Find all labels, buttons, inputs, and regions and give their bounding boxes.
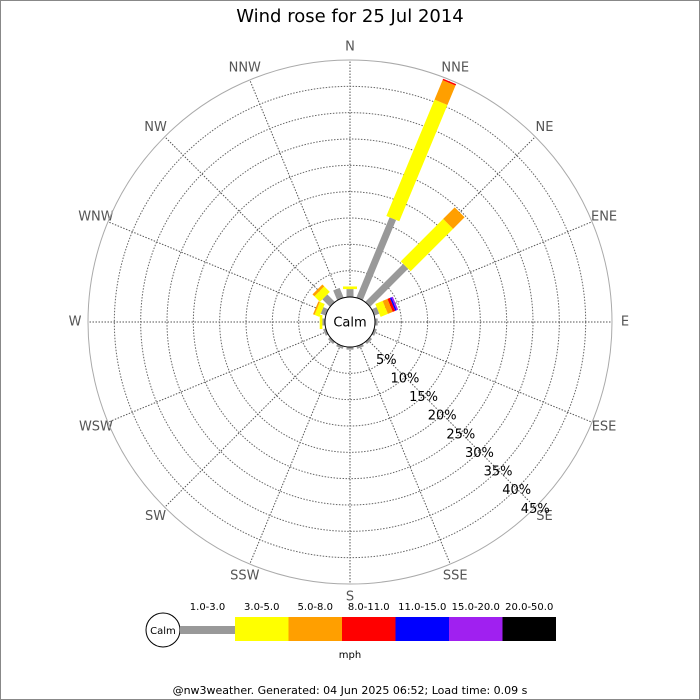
bar-segment [371, 328, 377, 336]
bar-segment [382, 298, 393, 314]
ring [219, 191, 481, 453]
calm-circle [324, 296, 376, 348]
direction-label: NNW [229, 60, 261, 75]
direction-label: SE [536, 509, 552, 524]
direction-label: WNW [78, 209, 114, 224]
direction-label: SSW [230, 569, 260, 584]
bar-segment [322, 318, 326, 326]
ring [113, 85, 587, 559]
bar-segment [322, 294, 335, 307]
legend-swatch [180, 626, 235, 634]
ring-label: 5% [376, 353, 397, 368]
radial-line [164, 339, 333, 508]
bar-segment [333, 287, 344, 301]
ring-label: 30% [465, 446, 494, 461]
bar-segment [365, 337, 373, 345]
ring [298, 270, 402, 374]
bar-segment [374, 318, 378, 326]
bar-segment [434, 80, 456, 106]
direction-label: SW [145, 509, 166, 524]
legend-label: 8.0-11.0 [348, 602, 390, 613]
bar-segment [314, 301, 325, 317]
radial-line [359, 344, 451, 565]
bar-segment [319, 315, 323, 329]
legend-label: 3.0-5.0 [244, 602, 279, 613]
bar-segment [346, 289, 354, 297]
radial-line [249, 344, 341, 565]
ring [87, 59, 613, 585]
ring-label: 25% [446, 427, 475, 442]
legend-swatch [288, 617, 342, 641]
legend-swatch [235, 617, 289, 641]
bar-segment [323, 328, 329, 336]
direction-label: W [69, 315, 82, 330]
ring-label: 15% [409, 390, 438, 405]
radial-line [107, 331, 328, 423]
bar-segment [391, 296, 399, 311]
footer: @nw3weather. Generated: 04 Jun 2025 06:5… [173, 684, 528, 697]
bar-segment [443, 207, 465, 229]
legend-label: 1.0-3.0 [190, 602, 225, 613]
legend-swatch [502, 617, 556, 641]
direction-label: E [621, 315, 629, 330]
direction-label: ENE [591, 209, 617, 224]
direction-label: ESE [592, 420, 617, 435]
ring-label: 35% [484, 465, 513, 480]
bar-segment [356, 217, 397, 301]
ring [192, 164, 508, 480]
bar-segment [313, 301, 320, 315]
ring-label: 40% [502, 483, 531, 498]
legend-label: 5.0-8.0 [298, 602, 333, 613]
bar-segment [387, 297, 396, 312]
radial-line [367, 339, 536, 508]
ring-label: 20% [428, 409, 457, 424]
bar-segment [336, 343, 344, 349]
bar-segment [343, 286, 357, 290]
ring [166, 138, 534, 506]
bar-segment [327, 337, 335, 345]
legend-calm-label: Calm [150, 626, 176, 637]
bar-segment [314, 286, 330, 302]
direction-label: N [345, 40, 355, 55]
radial-line [164, 136, 333, 305]
ring [245, 217, 455, 427]
direction-label: NE [535, 120, 553, 135]
bar-segment [346, 347, 354, 350]
direction-label: NW [144, 120, 167, 135]
bar-segment [442, 78, 457, 86]
radial-line [372, 221, 593, 313]
bar-segment [389, 297, 397, 311]
legend-swatch [449, 617, 503, 641]
calm-label: Calm [333, 316, 366, 331]
legend-swatch [342, 617, 396, 641]
ring [140, 112, 560, 532]
legend-swatch [395, 617, 449, 641]
ring-label: 10% [390, 371, 419, 386]
direction-label: WSW [79, 420, 113, 435]
direction-label: SSE [443, 569, 468, 584]
bar-segment [312, 284, 325, 297]
bar-segment [356, 343, 364, 349]
chart-title: Wind rose for 25 Jul 2014 [236, 6, 464, 27]
ring-label: 45% [521, 502, 550, 517]
legend-unit: mph [339, 650, 361, 661]
bar-segment [365, 263, 409, 307]
legend-label: 11.0-15.0 [398, 602, 446, 613]
bar-segment [400, 218, 454, 272]
legend-label: 20.0-50.0 [505, 602, 553, 613]
radial-line [372, 331, 593, 423]
radial-line [249, 79, 341, 300]
radial-line [107, 221, 328, 313]
legend-label: 15.0-20.0 [452, 602, 500, 613]
direction-label: S [346, 590, 354, 605]
bar-segment [375, 300, 388, 317]
direction-label: NNE [441, 60, 469, 75]
ring [271, 243, 429, 401]
bar-segment [386, 99, 448, 222]
